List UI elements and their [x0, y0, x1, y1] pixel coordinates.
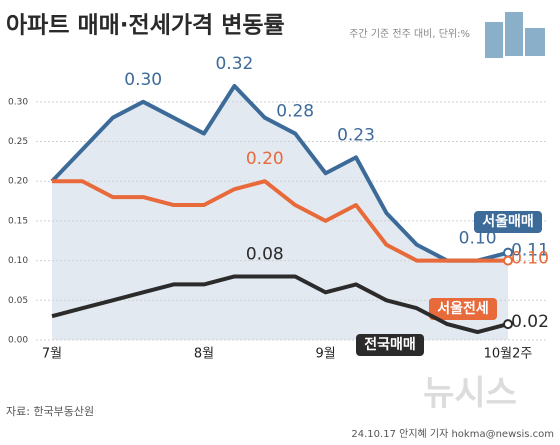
y-tick-label: 0.10	[8, 256, 28, 266]
y-tick-label: 0.15	[8, 216, 28, 226]
x-tick-label: 8월	[194, 347, 214, 362]
y-tick-label: 0.05	[8, 296, 28, 306]
legend-box	[356, 334, 424, 356]
end-marker	[503, 319, 513, 330]
line	[52, 179, 508, 263]
end-marker	[503, 255, 513, 266]
data-label: 0.08	[246, 244, 284, 264]
source: 자료: 한국부동산원	[6, 405, 94, 418]
watermark: 뉴시스	[423, 374, 517, 414]
y-tick-label: 0.30	[8, 97, 28, 107]
x-tick-label: 9월	[315, 347, 335, 362]
data-label: 0.28	[276, 102, 314, 122]
legend-label: 서울전세	[437, 300, 489, 317]
legend-box	[429, 298, 497, 320]
line	[50, 83, 509, 263]
data-label: 0.10	[459, 229, 497, 249]
data-label: 0.10	[511, 249, 549, 269]
y-tick-label: 0.20	[8, 177, 28, 187]
legend-box	[474, 211, 542, 233]
data-label: 0.30	[124, 70, 162, 90]
chart-title: 아파트 매매·전세가격 변동률	[6, 13, 285, 39]
x-tick-label: 10월2주	[484, 347, 533, 362]
y-tick-label: 0.00	[8, 336, 28, 346]
subtitle: 주간 기준 전주 대비, 단위:%	[349, 27, 470, 40]
legend-label: 서울매매	[482, 213, 534, 230]
area	[52, 85, 508, 340]
data-label: 0.11	[511, 241, 549, 261]
legend-label: 전국매매	[364, 336, 416, 353]
data-label: 0.20	[246, 149, 284, 169]
line	[51, 274, 509, 335]
data-label: 0.32	[215, 54, 253, 74]
data-label: 0.02	[511, 312, 549, 332]
x-tick-label: 7월	[42, 347, 62, 362]
data-label: 0.23	[337, 125, 375, 145]
credit: 24.10.17 안지혜 기자 hokma@newsis.com	[351, 428, 554, 440]
y-tick-label: 0.25	[8, 137, 28, 147]
building-icon	[485, 12, 545, 58]
